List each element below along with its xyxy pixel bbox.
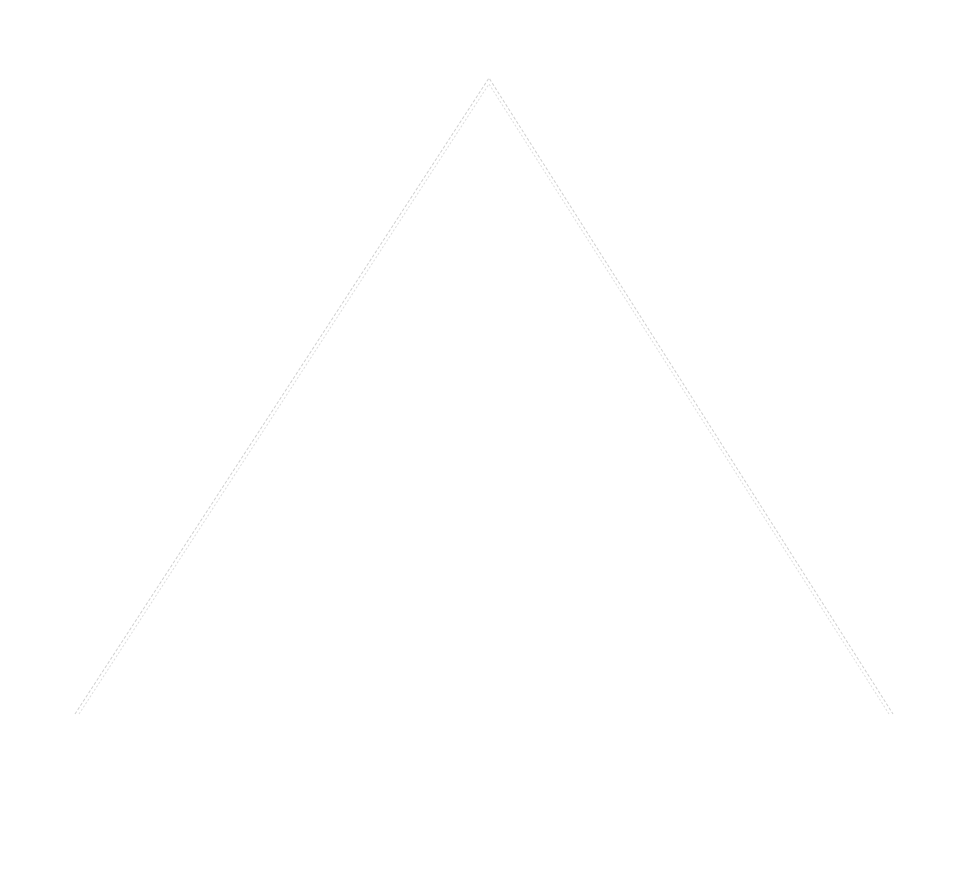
chevron-outer-edge bbox=[74, 77, 894, 715]
chevron-inner-edge bbox=[78, 83, 890, 715]
